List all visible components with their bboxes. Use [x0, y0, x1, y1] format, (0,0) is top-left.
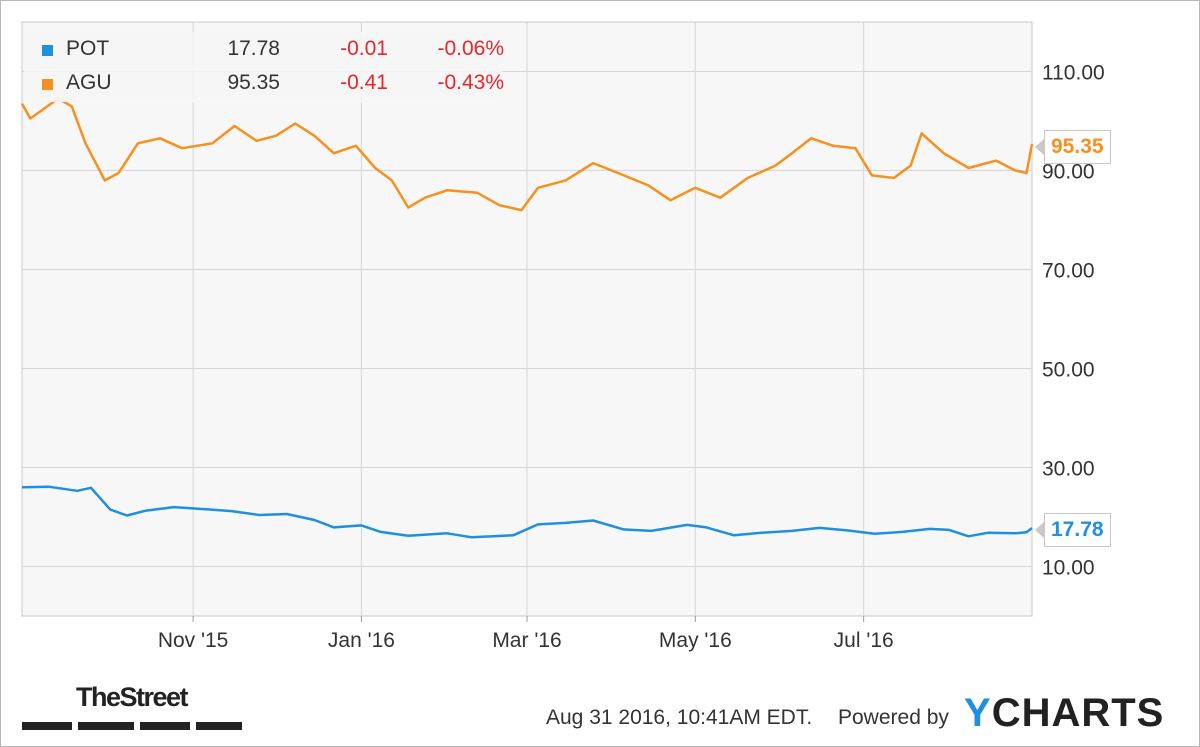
y-tick-label: 90.00	[1042, 161, 1095, 184]
pot-end-value-tag: 17.78	[1044, 513, 1111, 547]
thestreet-wordmark: TheStreet	[76, 682, 189, 712]
x-tick-label: Nov '15	[158, 629, 229, 652]
legend-change-pct-agu: -0.43%	[437, 71, 504, 94]
legend-change-agu: -0.41	[340, 71, 388, 94]
legend-swatch-pot	[42, 45, 53, 56]
legend-name-agu: AGU	[66, 71, 112, 94]
legend-value-agu: 95.35	[227, 71, 280, 94]
series-line-agu	[20, 97, 1034, 212]
y-axis-ticks: 10.00 30.00 50.00 70.00 90.00 110.00	[1042, 62, 1105, 580]
series-line-pot	[21, 485, 1033, 539]
y-tick-label: 30.00	[1042, 458, 1095, 481]
legend: POT 17.78 -0.01 -0.06% AGU 95.35 -0.41 -…	[24, 32, 504, 102]
x-tick-label: Mar '16	[492, 629, 561, 652]
thestreet-bar-4	[196, 722, 242, 730]
series-lines	[20, 97, 1034, 539]
legend-name-pot: POT	[66, 37, 110, 60]
legend-change-pct-pot: -0.06%	[437, 37, 504, 60]
legend-change-pot: -0.01	[340, 37, 388, 60]
legend-swatch-agu	[42, 79, 53, 90]
agu-end-value-tag: 95.35	[1044, 130, 1111, 164]
agu-end-tag-pointer	[1035, 138, 1045, 156]
y-tick-label: 10.00	[1042, 557, 1095, 580]
pot-end-tag-pointer	[1035, 521, 1045, 539]
thestreet-bar-2	[78, 722, 134, 730]
x-axis-ticks: Nov '15 Jan '16 Mar '16 May '16 Jul '16	[158, 616, 894, 652]
legend-value-pot: 17.78	[227, 37, 280, 60]
thestreet-bar-3	[140, 722, 190, 730]
ycharts-logo-rest: CHARTS	[991, 691, 1165, 735]
x-tick-label: Jul '16	[834, 629, 894, 652]
y-tick-label: 70.00	[1042, 260, 1095, 283]
y-tick-label: 50.00	[1042, 359, 1095, 382]
x-tick-label: Jan '16	[328, 629, 395, 652]
ycharts-logo-y: Y	[964, 691, 992, 735]
footer-timestamp: Aug 31 2016, 10:41AM EDT.	[546, 706, 813, 729]
footer-powered-by: Powered by	[838, 706, 949, 729]
ycharts-logo[interactable]: YCHARTS	[964, 691, 1164, 736]
y-tick-label: 110.00	[1042, 62, 1105, 85]
thestreet-bar-1	[22, 722, 72, 730]
thestreet-logo[interactable]: TheStreet	[22, 682, 242, 732]
x-tick-label: May '16	[659, 629, 732, 652]
